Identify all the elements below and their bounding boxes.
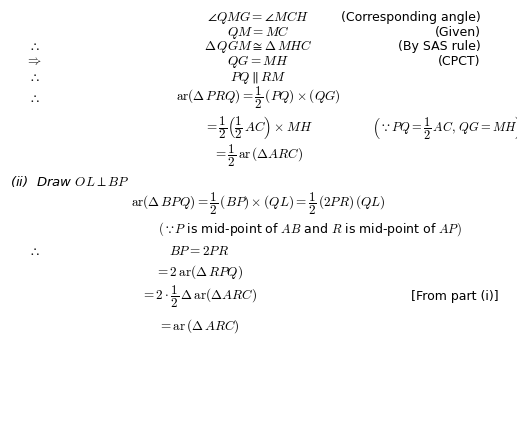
Text: [From part (i)]: [From part (i)] (411, 290, 499, 303)
Text: $\mathrm{ar}(\Delta\, PRQ) = \dfrac{1}{2}\,(PQ) \times (QG)$: $\mathrm{ar}(\Delta\, PRQ) = \dfrac{1}{2… (176, 85, 341, 111)
Text: $QG = MH$: $QG = MH$ (227, 53, 290, 70)
Text: $\therefore$: $\therefore$ (27, 40, 40, 53)
Text: $BP = 2PR$: $BP = 2PR$ (169, 245, 229, 258)
Text: $\angle QMG = \angle MCH$: $\angle QMG = \angle MCH$ (207, 9, 310, 26)
Text: $\Delta\, QGM \cong \Delta\, MHC$: $\Delta\, QGM \cong \Delta\, MHC$ (204, 38, 313, 55)
Text: $= 2 \cdot \dfrac{1}{2}\,\Delta\,\mathrm{ar}(\Delta ARC)$: $= 2 \cdot \dfrac{1}{2}\,\Delta\,\mathrm… (141, 284, 257, 310)
Text: $= 2\,\mathrm{ar}(\Delta\, RPQ)$: $= 2\,\mathrm{ar}(\Delta\, RPQ)$ (155, 263, 243, 281)
Text: $(\because P$ is mid-point of $AB$ and $R$ is mid-point of $AP)$: $(\because P$ is mid-point of $AB$ and $… (158, 221, 462, 238)
Text: $\left(\because PQ = \dfrac{1}{2}\,AC,\, QG = MH\right)$: $\left(\because PQ = \dfrac{1}{2}\,AC,\,… (372, 114, 517, 141)
Text: $= \dfrac{1}{2}\,\mathrm{ar}\,(\Delta ARC)$: $= \dfrac{1}{2}\,\mathrm{ar}\,(\Delta AR… (214, 143, 303, 169)
Text: (By SAS rule): (By SAS rule) (398, 40, 481, 53)
Text: $= \dfrac{1}{2}\left(\dfrac{1}{2}\,AC\right) \times MH$: $= \dfrac{1}{2}\left(\dfrac{1}{2}\,AC\ri… (204, 114, 313, 141)
Text: $\therefore$: $\therefore$ (27, 245, 40, 258)
Text: $\therefore$: $\therefore$ (27, 71, 40, 84)
Text: (CPCT): (CPCT) (438, 55, 481, 68)
Text: (Given): (Given) (435, 26, 481, 39)
Text: $PQ \parallel RM$: $PQ \parallel RM$ (231, 70, 286, 86)
Text: $= \mathrm{ar}\,(\Delta\, ARC)$: $= \mathrm{ar}\,(\Delta\, ARC)$ (158, 317, 240, 335)
Text: (Corresponding angle): (Corresponding angle) (341, 11, 481, 24)
Text: (ii)  Draw $OL \perp BP$: (ii) Draw $OL \perp BP$ (10, 174, 130, 189)
Text: $QM = MC$: $QM = MC$ (227, 23, 290, 41)
Text: $\mathrm{ar}(\Delta\, BPQ) = \dfrac{1}{2}\,(BP) \times (QL) = \dfrac{1}{2}\,(2PR: $\mathrm{ar}(\Delta\, BPQ) = \dfrac{1}{2… (131, 191, 386, 217)
Text: $\therefore$: $\therefore$ (27, 92, 40, 105)
Text: $\Rightarrow$: $\Rightarrow$ (25, 55, 42, 68)
